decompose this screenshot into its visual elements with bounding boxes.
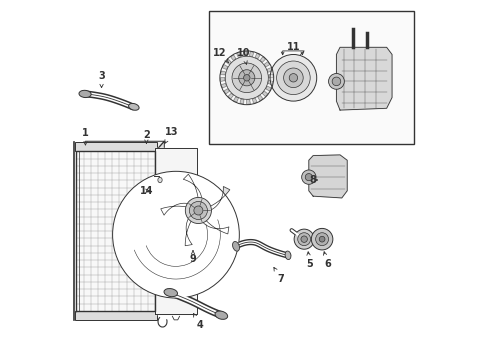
- Polygon shape: [240, 99, 244, 104]
- Text: 3: 3: [98, 71, 105, 87]
- Circle shape: [277, 61, 310, 95]
- Circle shape: [319, 236, 325, 242]
- Polygon shape: [250, 52, 254, 57]
- Text: 4: 4: [194, 314, 203, 330]
- Polygon shape: [201, 219, 229, 234]
- Circle shape: [329, 73, 344, 89]
- Text: 6: 6: [323, 252, 331, 269]
- Polygon shape: [231, 55, 236, 60]
- Circle shape: [194, 206, 203, 215]
- Polygon shape: [237, 52, 241, 58]
- Polygon shape: [266, 86, 271, 91]
- Polygon shape: [234, 97, 238, 102]
- Ellipse shape: [164, 289, 177, 297]
- Polygon shape: [185, 216, 193, 246]
- Polygon shape: [183, 174, 202, 201]
- Text: 7: 7: [274, 267, 284, 284]
- Ellipse shape: [79, 90, 91, 98]
- Polygon shape: [220, 71, 225, 75]
- Polygon shape: [220, 78, 225, 81]
- Circle shape: [225, 56, 269, 99]
- Polygon shape: [208, 186, 230, 211]
- Polygon shape: [76, 151, 155, 311]
- Circle shape: [311, 228, 333, 250]
- Polygon shape: [76, 141, 164, 151]
- Circle shape: [239, 70, 255, 86]
- Circle shape: [301, 236, 307, 242]
- Circle shape: [284, 68, 303, 87]
- Polygon shape: [260, 57, 266, 62]
- Circle shape: [244, 75, 250, 81]
- Circle shape: [302, 170, 316, 184]
- Polygon shape: [337, 47, 392, 110]
- Circle shape: [185, 197, 211, 224]
- Circle shape: [113, 171, 239, 298]
- Polygon shape: [226, 59, 231, 64]
- Circle shape: [232, 63, 262, 93]
- Bar: [74, 311, 157, 320]
- Bar: [74, 142, 157, 151]
- Polygon shape: [247, 100, 250, 104]
- Text: 1: 1: [82, 129, 89, 145]
- Polygon shape: [309, 155, 347, 198]
- Circle shape: [305, 174, 313, 181]
- Ellipse shape: [285, 251, 291, 260]
- Circle shape: [294, 229, 314, 249]
- Polygon shape: [262, 91, 268, 96]
- Text: 8: 8: [310, 175, 318, 185]
- Polygon shape: [264, 62, 270, 67]
- Polygon shape: [258, 95, 263, 101]
- Polygon shape: [224, 89, 229, 94]
- Polygon shape: [155, 148, 196, 315]
- Text: 9: 9: [190, 251, 196, 264]
- Text: 11: 11: [287, 42, 300, 52]
- Text: 13: 13: [165, 127, 178, 143]
- Polygon shape: [228, 93, 233, 99]
- Circle shape: [289, 73, 297, 82]
- Text: 2: 2: [143, 130, 150, 143]
- Polygon shape: [255, 53, 260, 59]
- Circle shape: [332, 77, 341, 86]
- Polygon shape: [244, 51, 247, 56]
- Text: 5: 5: [306, 252, 313, 269]
- Ellipse shape: [215, 311, 228, 319]
- Polygon shape: [268, 81, 273, 85]
- Ellipse shape: [158, 177, 162, 183]
- Circle shape: [316, 233, 329, 246]
- Circle shape: [270, 54, 317, 101]
- Polygon shape: [222, 64, 228, 69]
- Ellipse shape: [128, 103, 139, 110]
- Polygon shape: [221, 84, 226, 88]
- Circle shape: [298, 233, 311, 246]
- Circle shape: [189, 202, 207, 220]
- Ellipse shape: [233, 242, 240, 251]
- Text: 10: 10: [237, 48, 250, 64]
- Text: 14: 14: [140, 186, 153, 196]
- Text: 12: 12: [213, 48, 228, 63]
- Bar: [209, 12, 414, 144]
- Polygon shape: [267, 68, 272, 72]
- Polygon shape: [269, 75, 273, 78]
- Polygon shape: [161, 203, 191, 215]
- Polygon shape: [252, 98, 257, 103]
- Polygon shape: [155, 141, 164, 311]
